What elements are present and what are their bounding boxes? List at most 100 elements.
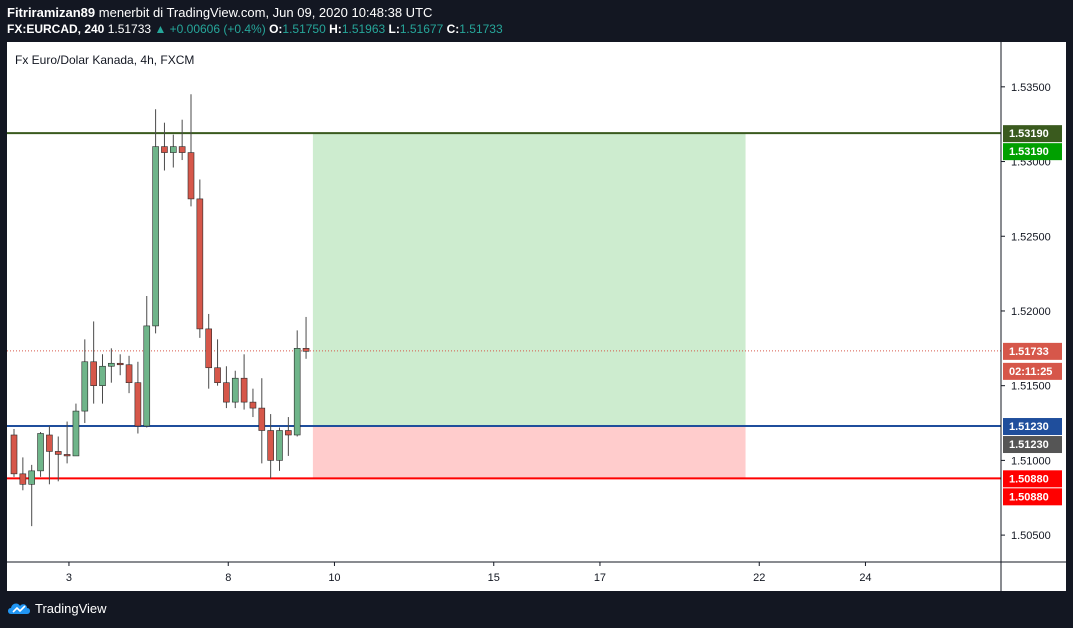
target-tag-secondary: 1.53190: [1009, 146, 1049, 158]
candle: [276, 427, 283, 471]
candle: [72, 403, 80, 457]
last-price: 1.51733: [107, 22, 152, 36]
countdown-tag: 02:11:25: [1009, 366, 1052, 378]
price-chart[interactable]: 1.535001.530001.525001.520001.515001.510…: [7, 42, 1066, 591]
candle: [37, 432, 44, 477]
position-zones: [312, 133, 746, 479]
countdown-tag-background: [1003, 362, 1062, 380]
close-value: 1.51733: [459, 22, 503, 36]
publish-info: menerbit di TradingView.com, Jun 09, 202…: [98, 5, 433, 20]
candle: [302, 316, 310, 359]
entry-tag-secondary-background: [1003, 436, 1062, 454]
x-tick-label: 15: [488, 572, 500, 584]
candle-body: [116, 362, 124, 366]
x-tick-label: 8: [225, 572, 231, 584]
tradingview-logo[interactable]: TradingView: [7, 600, 107, 616]
low-label: L:: [388, 22, 400, 36]
candle-body: [143, 325, 151, 427]
author-name: Fitriramizan89: [7, 5, 96, 20]
candle: [108, 348, 115, 383]
candle-body: [258, 407, 266, 431]
candle: [170, 134, 177, 168]
candle: [116, 354, 124, 376]
candle-body: [63, 454, 71, 457]
candle-body: [108, 362, 115, 367]
candle-body: [54, 451, 62, 455]
candle: [152, 109, 159, 334]
candle-body: [276, 430, 283, 461]
chart-header-quote: FX:EURCAD, 240 1.51733 ▲ +0.00606 (+0.4%…: [7, 22, 503, 36]
tradingview-brand: TradingView: [35, 600, 107, 616]
target-tag-background: [1003, 125, 1062, 143]
candle: [205, 313, 212, 389]
candle-body: [214, 367, 221, 383]
candle-body: [205, 328, 212, 369]
candle: [81, 339, 89, 424]
candle: [19, 457, 27, 491]
loss-zone: [312, 426, 746, 479]
candle: [63, 421, 71, 464]
candle-body: [37, 433, 44, 472]
current-price-tag-background: [1003, 342, 1062, 360]
candle-body: [152, 146, 159, 327]
candle: [249, 388, 257, 418]
candle: [285, 417, 292, 456]
price-levels: [7, 132, 1001, 480]
y-tick-label: 1.52000: [1011, 306, 1051, 318]
stop-tag-secondary: 1.50880: [1009, 491, 1049, 503]
candle: [99, 354, 106, 404]
candle-body: [28, 470, 36, 485]
candle: [10, 429, 18, 477]
candle-body: [302, 348, 310, 352]
target-tag-secondary-background: [1003, 143, 1062, 161]
current-price-tag: 1.51733: [1009, 346, 1049, 358]
y-tick-label: 1.50500: [1011, 530, 1051, 542]
x-tick-label: 24: [859, 572, 871, 584]
candle-body: [267, 430, 274, 461]
candle-body: [187, 152, 195, 200]
candle-body: [99, 365, 106, 386]
candle-body: [90, 361, 97, 386]
candle-body: [196, 198, 204, 330]
open-label: O:: [269, 22, 283, 36]
candle-body: [249, 401, 257, 409]
entry-tag: 1.51230: [1009, 421, 1049, 433]
low-value: 1.51677: [399, 22, 444, 36]
candle: [187, 94, 195, 207]
time-axis[interactable]: 3 8 10 15 17 22 24: [66, 562, 872, 584]
candle-body: [10, 434, 18, 475]
high-value: 1.51963: [341, 22, 386, 36]
candle-body: [46, 434, 53, 452]
candle: [143, 296, 151, 428]
x-tick-label: 17: [594, 572, 606, 584]
x-tick-label: 22: [753, 572, 765, 584]
candle: [125, 355, 133, 394]
close-label: C:: [446, 22, 460, 36]
candle-body: [81, 361, 89, 412]
tradingview-cloud-icon: [8, 603, 30, 614]
candle-body: [170, 146, 177, 153]
stop-tag-background: [1003, 470, 1062, 488]
candle: [54, 436, 62, 482]
open-value: 1.51750: [282, 22, 326, 36]
candle-body: [178, 146, 186, 153]
candle: [196, 179, 204, 338]
price-change: ▲ +0.00606 (+0.4%): [154, 22, 266, 36]
candle: [240, 354, 248, 410]
stop-tag: 1.50880: [1009, 473, 1049, 485]
candle: [178, 119, 186, 161]
price-tags: 1.53190 1.53190 1.51733 02:11:25 1.51230 1.51…: [1003, 125, 1062, 506]
candle: [223, 366, 230, 409]
candle: [28, 464, 36, 527]
candles: [10, 94, 310, 527]
chart-header-publisher: Fitriramizan89 menerbit di TradingView.c…: [7, 5, 432, 20]
candle: [258, 378, 266, 464]
candle-body: [223, 382, 230, 403]
target-tag: 1.53190: [1009, 128, 1049, 140]
candle-body: [293, 348, 301, 436]
y-tick-label: 1.52500: [1011, 231, 1051, 243]
y-tick-label: 1.53500: [1011, 82, 1051, 94]
symbol-label: FX:EURCAD, 240: [7, 22, 105, 36]
candle: [46, 426, 53, 485]
entry-tag-background: [1003, 418, 1062, 436]
